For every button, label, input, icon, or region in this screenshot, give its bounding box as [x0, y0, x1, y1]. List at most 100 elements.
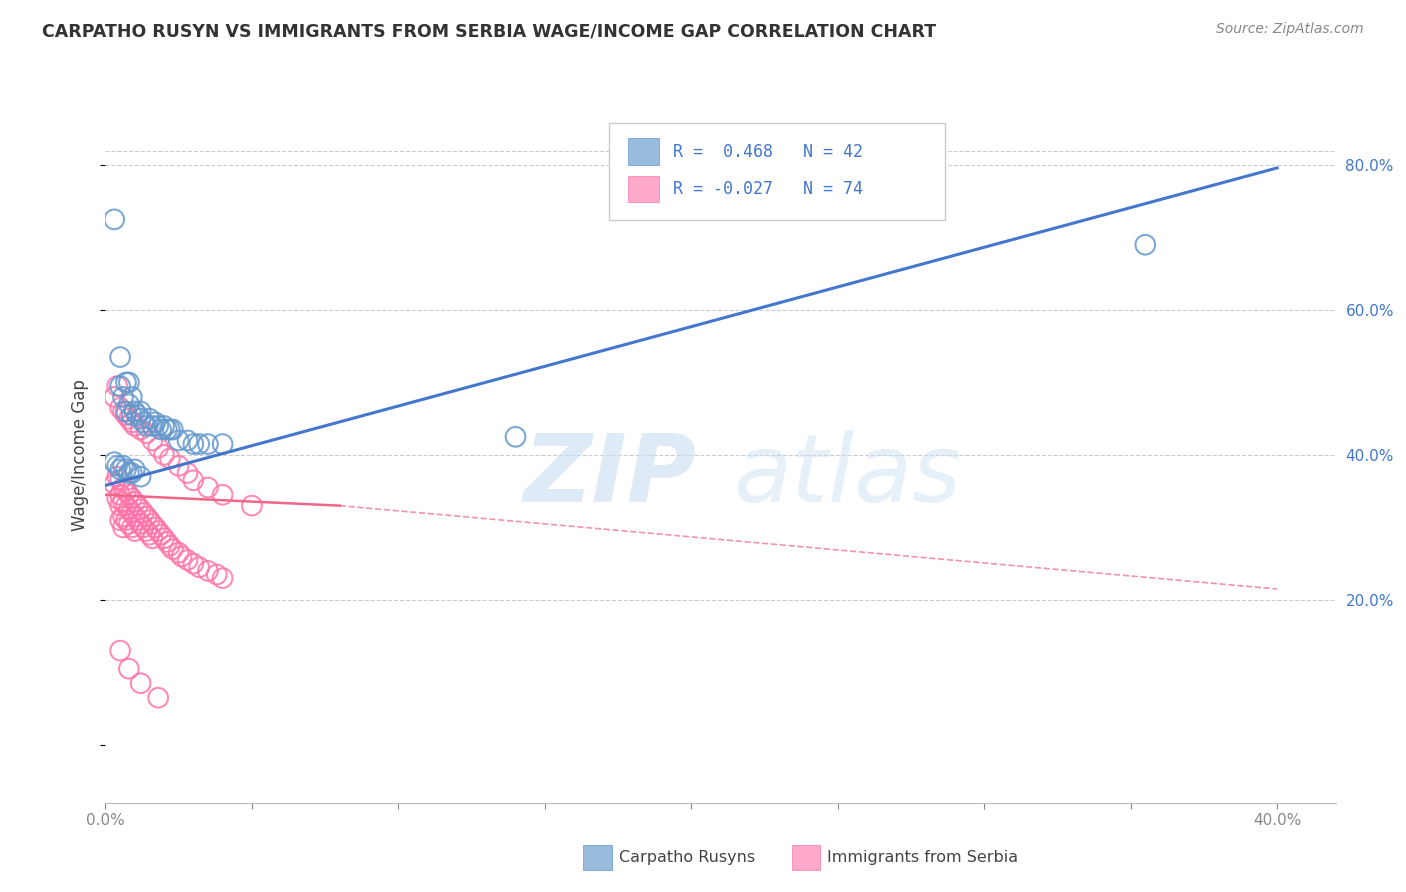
Point [129, 423, 152, 437]
Point [121, 466, 143, 480]
Point [103, 212, 125, 227]
Point [121, 520, 143, 534]
Point [183, 557, 205, 571]
Point [112, 390, 135, 404]
Point [167, 434, 190, 448]
Point [153, 531, 176, 545]
Point [105, 458, 128, 473]
Point [105, 491, 128, 506]
Point [240, 499, 263, 513]
Point [159, 539, 181, 553]
Point [103, 390, 125, 404]
Point [112, 509, 135, 524]
Point [197, 481, 219, 495]
Point [138, 411, 160, 425]
Point [129, 502, 152, 516]
Point [127, 499, 149, 513]
Point [129, 411, 152, 425]
Point [188, 437, 211, 451]
Point [118, 376, 141, 390]
Point [108, 643, 131, 657]
Point [115, 484, 138, 499]
Point [148, 441, 170, 455]
Point [118, 411, 141, 425]
Text: ZIP: ZIP [523, 430, 696, 522]
Point [121, 408, 143, 422]
Point [115, 513, 138, 527]
Point [132, 506, 155, 520]
Point [124, 419, 146, 434]
Point [138, 527, 160, 541]
Point [118, 466, 141, 480]
Point [124, 404, 146, 418]
Point [115, 376, 138, 390]
Point [148, 524, 170, 538]
Point [108, 473, 131, 487]
Point [156, 423, 179, 437]
Point [124, 495, 146, 509]
Point [153, 419, 176, 434]
Point [205, 567, 228, 582]
Point [112, 520, 135, 534]
Point [108, 499, 131, 513]
Point [129, 404, 152, 418]
Text: CARPATHO RUSYN VS IMMIGRANTS FROM SERBIA WAGE/INCOME GAP CORRELATION CHART: CARPATHO RUSYN VS IMMIGRANTS FROM SERBIA… [42, 22, 936, 40]
Point [167, 458, 190, 473]
Text: Source: ZipAtlas.com: Source: ZipAtlas.com [1216, 22, 1364, 37]
Point [135, 524, 157, 538]
Point [105, 379, 128, 393]
Point [121, 390, 143, 404]
Point [1135, 237, 1157, 252]
Point [118, 397, 141, 411]
Point [135, 509, 157, 524]
Point [121, 415, 143, 429]
Point [127, 513, 149, 527]
Point [108, 379, 131, 393]
Text: R =  0.468   N = 42: R = 0.468 N = 42 [673, 143, 863, 161]
Point [156, 534, 179, 549]
Point [112, 458, 135, 473]
Point [150, 527, 173, 541]
Point [159, 451, 181, 466]
Point [124, 509, 146, 524]
Point [124, 524, 146, 538]
Point [188, 560, 211, 574]
Point [118, 516, 141, 531]
Point [108, 488, 131, 502]
Point [112, 481, 135, 495]
Point [115, 404, 138, 418]
Point [141, 434, 163, 448]
Point [153, 448, 176, 462]
Point [183, 473, 205, 487]
Point [183, 437, 205, 451]
Point [115, 408, 138, 422]
Point [170, 549, 193, 564]
Point [105, 469, 128, 483]
Point [167, 546, 190, 560]
Point [129, 516, 152, 531]
Y-axis label: Wage/Income Gap: Wage/Income Gap [72, 379, 90, 531]
Point [115, 462, 138, 476]
Text: R = -0.027   N = 74: R = -0.027 N = 74 [673, 180, 863, 198]
Point [118, 488, 141, 502]
Point [162, 542, 184, 557]
Text: Carpatho Rusyns: Carpatho Rusyns [619, 850, 755, 864]
Point [132, 415, 155, 429]
Point [211, 571, 233, 585]
Point [103, 476, 125, 491]
Point [121, 506, 143, 520]
Point [197, 564, 219, 578]
Text: Immigrants from Serbia: Immigrants from Serbia [827, 850, 1018, 864]
Point [141, 516, 163, 531]
Point [135, 419, 157, 434]
Point [505, 430, 527, 444]
Point [124, 462, 146, 476]
Point [162, 423, 184, 437]
Point [159, 423, 181, 437]
Text: atlas: atlas [733, 430, 962, 521]
Point [115, 499, 138, 513]
Point [121, 491, 143, 506]
Point [112, 495, 135, 509]
Point [211, 488, 233, 502]
Point [197, 437, 219, 451]
